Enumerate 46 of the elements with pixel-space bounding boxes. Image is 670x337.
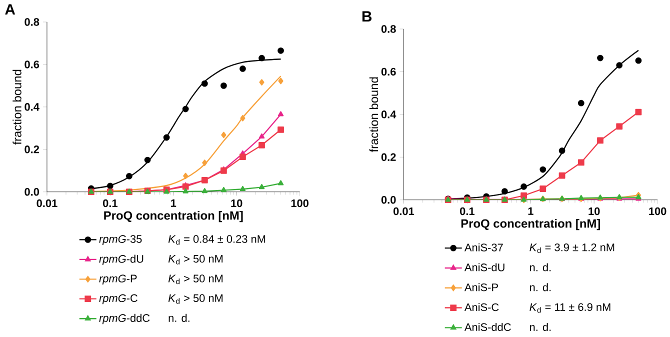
y-tick-label: 0.6	[24, 60, 40, 68]
legend-label: rpmG-C	[99, 294, 138, 304]
x-tick-label: 1	[528, 207, 534, 216]
legend-label: rpmG-ddC	[99, 314, 150, 324]
y-tick-label: 0.2	[381, 153, 396, 162]
text: K$_{d}$ = 0.84 ± 0.23 nM	[168, 235, 266, 245]
legend-label: rpmG-P	[99, 274, 137, 285]
chart-title: A	[5, 4, 16, 15]
x-tick-label: 10	[231, 200, 242, 208]
y-tick-label: 0.0	[24, 188, 40, 196]
text: n. d.	[530, 323, 551, 332]
y-tick-label: 0.6	[381, 68, 396, 76]
x-axis-title: ProQ concentration [nM]	[104, 211, 243, 222]
text: n. d.	[530, 283, 551, 292]
y-tick-label: 0.8	[24, 18, 40, 26]
x-tick-label: 1	[171, 200, 176, 208]
y-tick-label: 0.8	[381, 25, 396, 33]
x-tick-label: 0.01	[36, 200, 58, 208]
legend-label: AniS-37	[464, 243, 503, 252]
legend-label: rpmG-35	[99, 235, 142, 246]
text: K$_{d}$ > 50 nM	[168, 274, 223, 284]
legend-label: AniS-ddC	[464, 323, 511, 332]
y-tick-label: 0.4	[381, 110, 396, 118]
y-axis-title: fraction bound	[369, 77, 378, 152]
legend-label: AniS-P	[464, 283, 498, 292]
chart-title: B	[362, 11, 372, 22]
x-tick-label: 0.01	[394, 207, 414, 216]
text: K$_{d}$ > 50 nM	[168, 255, 223, 265]
y-tick-label: 0.2	[24, 146, 40, 154]
text: K$_{d}$ = 11 ± 6.9 nM	[530, 303, 610, 313]
x-tick-label: 0.1	[103, 200, 118, 208]
x-tick-label: 100	[649, 207, 666, 216]
text: K$_{d}$ = 3.9 ± 1.2 nM	[530, 244, 614, 254]
text: K$_{d}$ > 50 nM	[168, 294, 223, 304]
x-axis-title: ProQ concentration [nM]	[461, 219, 600, 230]
legend-label: rpmG-dU	[99, 254, 144, 266]
x-tick-label: 10	[588, 207, 600, 216]
y-axis-title: fraction bound	[12, 70, 22, 145]
y-tick-label: 0.4	[24, 103, 40, 111]
text: n. d.	[168, 314, 190, 322]
y-tick-label: 0.0	[381, 196, 396, 204]
legend-label: AniS-C	[464, 303, 499, 312]
x-tick-label: 100	[291, 200, 308, 208]
legend-label: AniS-dU	[464, 263, 504, 272]
x-tick-label: 0.1	[460, 207, 474, 216]
text: n. d.	[530, 263, 551, 272]
